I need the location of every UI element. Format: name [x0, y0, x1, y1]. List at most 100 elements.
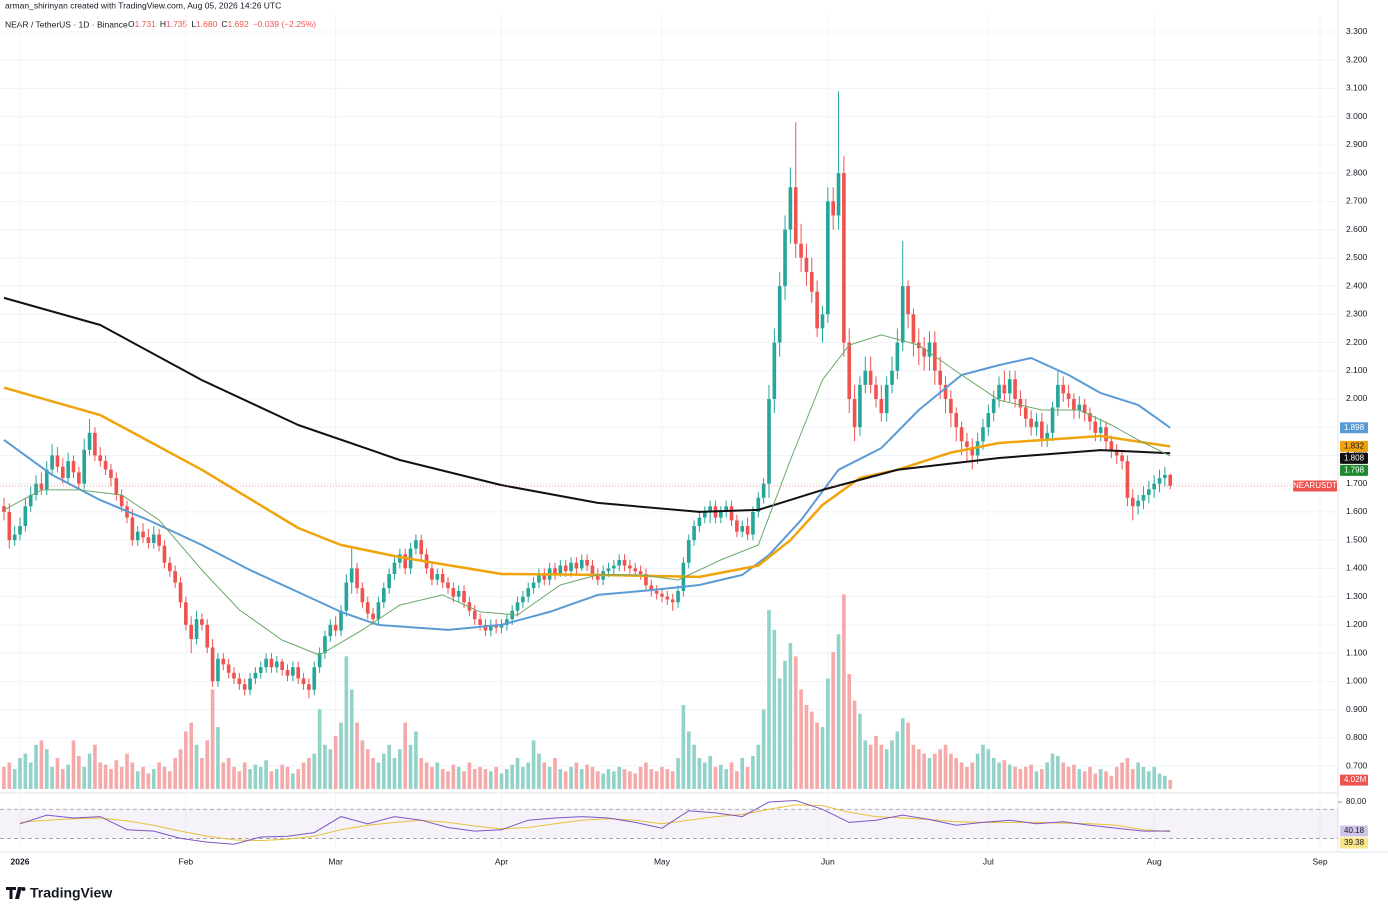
volume-bar: [451, 764, 456, 789]
candle-body: [756, 497, 761, 512]
volume-bar: [1120, 762, 1124, 789]
candle-body: [724, 506, 729, 512]
volume-bar: [585, 764, 589, 789]
candle-body: [1040, 421, 1044, 439]
volume-bar: [633, 773, 638, 789]
candle-body: [772, 342, 777, 399]
candle-body: [553, 568, 557, 575]
volume-bar: [333, 735, 338, 789]
volume-bar: [317, 709, 322, 789]
volume-bar: [970, 762, 975, 789]
candle-body: [1152, 483, 1156, 490]
volume-bar: [162, 766, 167, 789]
volume-bar: [676, 758, 680, 789]
candle-body: [381, 588, 386, 603]
candle-body: [708, 506, 712, 512]
volume-bar: [339, 722, 343, 789]
candle-body: [654, 590, 659, 594]
candle-body: [1104, 427, 1108, 442]
volume-bar: [312, 753, 317, 789]
volume-bar: [82, 766, 87, 789]
volume-bar: [1066, 766, 1071, 789]
moving-average: [3, 386, 1171, 579]
candle-body: [836, 173, 841, 216]
candle-body: [606, 568, 611, 572]
y-tick-label: 2.000: [1346, 393, 1368, 403]
candle-body: [178, 582, 183, 603]
candle-body: [296, 667, 301, 679]
volume-bar: [93, 744, 97, 789]
candle-body: [403, 554, 408, 569]
volume-bar: [670, 771, 675, 789]
candle-body: [793, 187, 798, 244]
volume-bar: [1093, 773, 1098, 789]
volume-bar: [681, 704, 686, 789]
volume-bar: [927, 758, 932, 789]
volume-bar: [1098, 769, 1103, 789]
volume-bar: [146, 773, 151, 789]
volume-bar: [692, 744, 696, 789]
volume-bar: [579, 769, 584, 789]
candle-body: [285, 670, 290, 676]
candle-body: [398, 554, 402, 563]
candle-body: [135, 531, 140, 541]
candle-body: [114, 478, 119, 495]
candle-body: [376, 602, 381, 620]
volume-bar: [34, 744, 38, 789]
volume-bar: [628, 771, 632, 789]
candle-body: [488, 624, 493, 631]
x-tick-label: Apr: [495, 856, 508, 866]
candle-body: [280, 661, 284, 671]
volume-bar: [274, 769, 279, 789]
candle-body: [87, 432, 92, 450]
ohlc-readout: O1.731 H1.735 L1.680 C1.692 −0.039 (−2.25%): [128, 19, 316, 29]
candle-body: [1013, 379, 1017, 399]
candle-body: [210, 647, 215, 682]
candle-body: [253, 672, 258, 679]
volume-bar: [772, 629, 777, 789]
candle-body: [478, 619, 482, 625]
volume-bar: [151, 769, 156, 789]
volume-bar: [826, 678, 830, 789]
volume-bar: [285, 766, 290, 789]
volume-bar: [783, 660, 787, 789]
y-tick-label: 2.600: [1346, 224, 1368, 234]
volume-bar: [740, 758, 745, 789]
volume-bar: [1114, 766, 1119, 789]
candle-body: [109, 469, 113, 479]
ohlc-key: O: [128, 19, 135, 29]
candle-body: [1088, 413, 1092, 422]
candle-body: [1136, 500, 1140, 507]
candle-body: [1114, 449, 1119, 456]
volume-bar: [119, 766, 124, 789]
ma-label-bg: [1340, 440, 1368, 452]
volume-bar: [424, 762, 429, 789]
volume-bar: [756, 744, 761, 789]
volume-bar: [863, 740, 868, 789]
volume-bar: [505, 769, 509, 789]
y-tick-label: 0.900: [1346, 704, 1368, 714]
symbol-tag: NEARUSDT: [1293, 481, 1337, 490]
candle-body: [820, 314, 825, 329]
candle-body: [1163, 474, 1167, 479]
volume-bar: [884, 749, 889, 789]
volume-bar: [938, 749, 943, 789]
volume-bar: [959, 762, 964, 789]
volume-bar: [157, 762, 161, 789]
volume-bar: [601, 773, 605, 789]
candle-body: [355, 568, 359, 589]
volume-bar: [50, 766, 54, 789]
volume-bar: [638, 766, 643, 789]
volume-bar: [1050, 753, 1055, 789]
volume-bar: [1045, 762, 1050, 789]
candle-body: [93, 432, 97, 456]
rsi-label: 40.18: [1344, 826, 1365, 835]
volume-bar: [381, 753, 386, 789]
volume-bar: [1002, 760, 1007, 789]
volume-bar: [494, 766, 498, 789]
candle-body: [328, 624, 333, 637]
ohlc-key: C: [221, 19, 227, 29]
volume-bar: [7, 762, 12, 789]
candle-body: [242, 684, 247, 690]
candle-body: [911, 314, 916, 343]
